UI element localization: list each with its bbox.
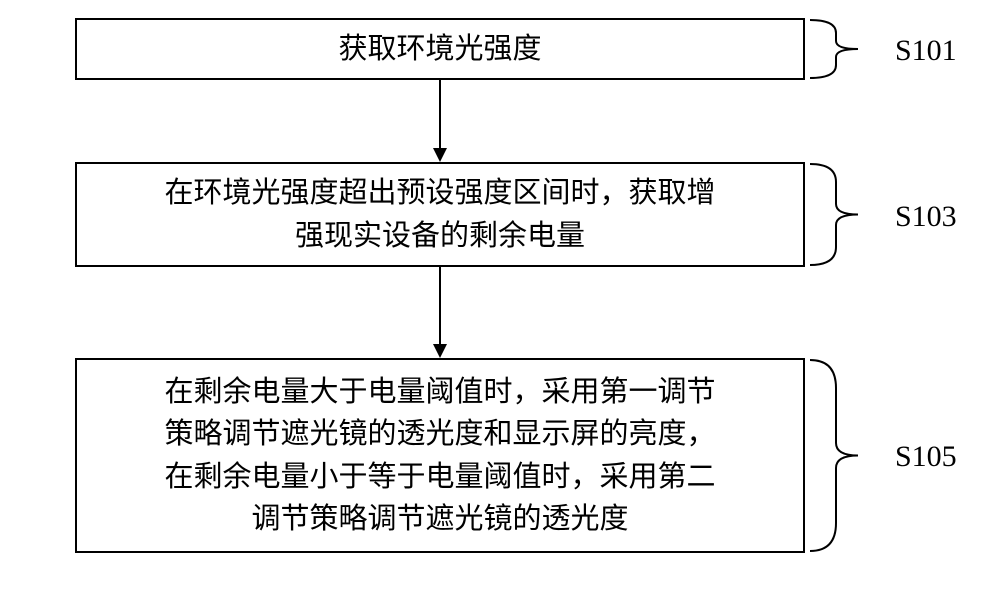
- node-text: 获取环境光强度: [338, 28, 541, 70]
- brace-2: [808, 162, 890, 267]
- node-text: 在剩余电量大于电量阈值时，采用第一调节策略调节遮光镜的透光度和显示屏的亮度，在剩…: [164, 371, 715, 539]
- node-label-1: S101: [895, 34, 957, 68]
- arrow-2-3: [430, 267, 450, 358]
- flowchart-node-2: 在环境光强度超出预设强度区间时，获取增强现实设备的剩余电量: [75, 162, 805, 267]
- node-label-2: S103: [895, 200, 957, 234]
- flowchart-container: 获取环境光强度 S101 在环境光强度超出预设强度区间时，获取增强现实设备的剩余…: [0, 0, 1000, 610]
- node-text: 在环境光强度超出预设强度区间时，获取增强现实设备的剩余电量: [164, 172, 715, 256]
- node-label-3: S105: [895, 440, 957, 474]
- flowchart-node-3: 在剩余电量大于电量阈值时，采用第一调节策略调节遮光镜的透光度和显示屏的亮度，在剩…: [75, 358, 805, 553]
- brace-1: [808, 18, 890, 80]
- arrow-1-2: [430, 80, 450, 162]
- flowchart-node-1: 获取环境光强度: [75, 18, 805, 80]
- brace-3: [808, 358, 890, 553]
